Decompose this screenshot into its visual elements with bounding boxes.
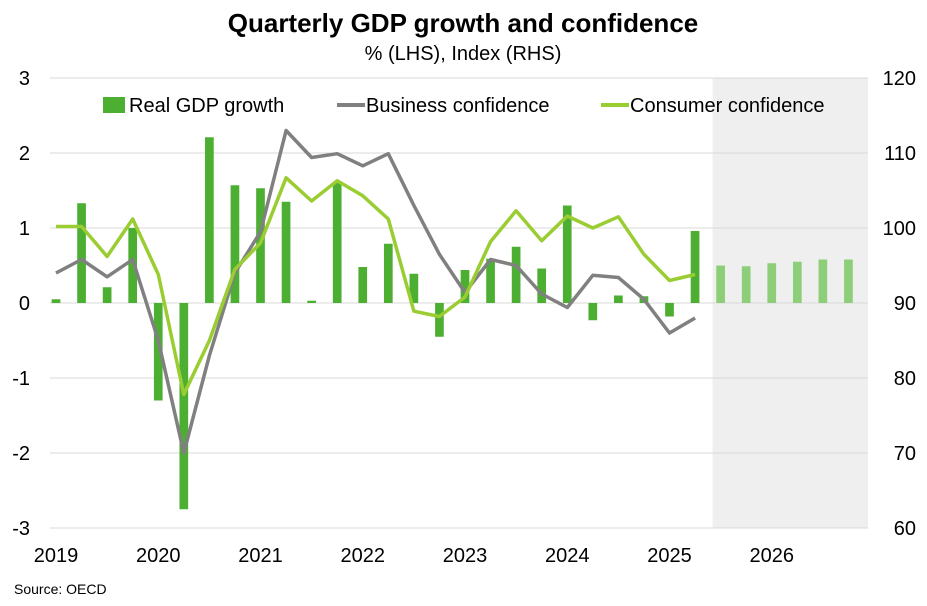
gdp-bar bbox=[256, 188, 265, 303]
gdp-bar bbox=[102, 287, 112, 303]
gdp-bar bbox=[230, 185, 240, 303]
gdp-bar bbox=[153, 303, 163, 401]
gdp-bar bbox=[460, 270, 470, 303]
legend-label-gdp: Real GDP growth bbox=[129, 95, 284, 117]
x-tick-label: 2021 bbox=[238, 545, 283, 567]
confidence-lines bbox=[55, 128, 696, 455]
gdp-forecast-bar bbox=[792, 261, 802, 303]
gdp-bar bbox=[205, 137, 214, 303]
gdp-forecast-bar bbox=[767, 263, 777, 303]
x-tick-label: 2022 bbox=[341, 545, 386, 567]
gdp-bar bbox=[307, 300, 316, 303]
gdp-bar bbox=[435, 303, 444, 337]
gdp-bar bbox=[537, 268, 547, 303]
right-tick-label: 100 bbox=[883, 218, 916, 240]
right-tick-label: 80 bbox=[894, 368, 916, 390]
right-axis-ticks: 120 110 100 90 80 70 60 bbox=[883, 68, 916, 540]
left-tick-label: -1 bbox=[12, 368, 30, 390]
legend-label-business: Business confidence bbox=[366, 95, 549, 117]
gdp-bar bbox=[77, 203, 86, 303]
legend-label-consumer: Consumer confidence bbox=[630, 95, 825, 117]
right-tick-label: 60 bbox=[894, 518, 916, 540]
x-tick-label: 2024 bbox=[545, 545, 590, 567]
gdp-bars bbox=[51, 137, 853, 510]
gdp-bar bbox=[179, 303, 189, 510]
left-tick-label: -2 bbox=[12, 443, 30, 465]
legend: Real GDP growth Business confidence Cons… bbox=[103, 95, 825, 117]
gdp-forecast-bar bbox=[716, 265, 725, 303]
x-tick-label: 2026 bbox=[750, 545, 795, 567]
left-axis-ticks: 3 2 1 0 -1 -2 -3 bbox=[12, 68, 30, 540]
gdp-bar bbox=[332, 183, 342, 303]
right-tick-label: 90 bbox=[894, 293, 916, 315]
gdp-bar bbox=[128, 228, 138, 303]
left-tick-label: -3 bbox=[12, 518, 30, 540]
gdp-bar bbox=[486, 258, 495, 303]
gdp-forecast-bar bbox=[818, 259, 828, 303]
consumer-confidence-line bbox=[56, 176, 696, 397]
gdp-bar bbox=[358, 267, 368, 303]
x-tick-label: 2025 bbox=[647, 545, 692, 567]
chart-title: Quarterly GDP growth and confidence bbox=[228, 8, 699, 38]
gdp-bar bbox=[562, 205, 572, 303]
chart-subtitle: % (LHS), Index (RHS) bbox=[365, 43, 562, 65]
gdp-bar bbox=[614, 295, 623, 303]
right-tick-label: 110 bbox=[884, 143, 916, 165]
x-tick-label: 2023 bbox=[443, 545, 488, 567]
gdp-bar bbox=[690, 231, 700, 303]
legend-swatch-gdp bbox=[103, 97, 125, 113]
gdp-bar bbox=[383, 243, 393, 303]
right-tick-label: 70 bbox=[894, 443, 916, 465]
left-tick-label: 0 bbox=[19, 293, 30, 315]
x-axis-ticks: 2019 2020 2021 2022 2023 2024 2025 2026 bbox=[34, 545, 794, 567]
right-tick-label: 120 bbox=[883, 68, 916, 90]
source-note: Source: OECD bbox=[14, 581, 107, 597]
gdp-bar bbox=[665, 303, 674, 317]
left-tick-label: 1 bbox=[19, 218, 30, 240]
x-tick-label: 2019 bbox=[34, 545, 79, 567]
gdp-bar bbox=[588, 303, 598, 321]
gdp-bar bbox=[511, 246, 521, 303]
left-tick-label: 2 bbox=[19, 143, 30, 165]
left-tick-label: 3 bbox=[19, 68, 30, 90]
business-confidence-line bbox=[55, 128, 696, 455]
gdp-bar bbox=[281, 201, 291, 303]
gdp-bar bbox=[51, 299, 61, 303]
gdp-bar bbox=[409, 273, 419, 303]
gdp-forecast-bar bbox=[844, 259, 853, 303]
x-tick-label: 2020 bbox=[136, 545, 181, 567]
gdp-forecast-bar bbox=[741, 266, 751, 303]
